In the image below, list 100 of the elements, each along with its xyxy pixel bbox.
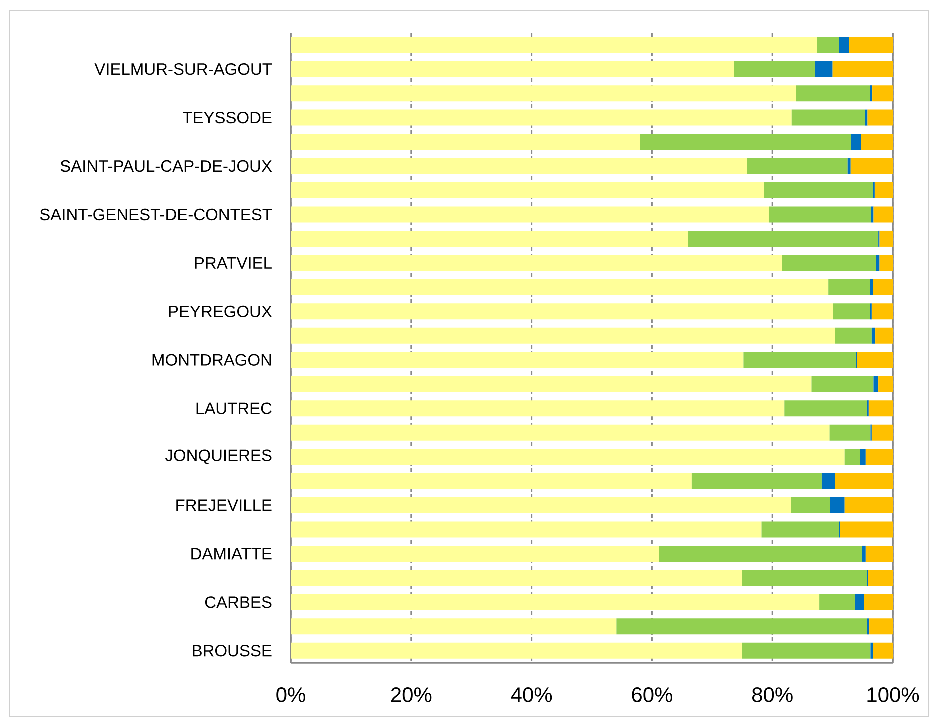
bar <box>762 522 840 538</box>
bar <box>835 328 872 344</box>
bar <box>866 449 894 466</box>
bar <box>291 618 617 635</box>
y-tick-label: JONQUIERES <box>165 450 272 464</box>
bar <box>291 473 692 490</box>
y-tick-label: DAMIATTE <box>192 548 272 560</box>
bar <box>830 498 845 514</box>
bar <box>844 449 860 466</box>
bar <box>855 594 864 610</box>
bar <box>862 546 866 562</box>
y-tick-label: VIELMUR-SUR-AGOUT <box>94 64 272 76</box>
bar <box>291 304 834 320</box>
bar <box>640 134 852 150</box>
bar <box>291 158 748 174</box>
bar <box>291 546 660 562</box>
bar <box>291 134 640 150</box>
bar <box>291 594 820 610</box>
bar <box>860 449 866 466</box>
y-tick-label: SAINT-PAUL-CAP-DE-JOUX <box>60 160 272 172</box>
y-tick-label: CARBES <box>205 596 272 608</box>
bar <box>291 328 836 344</box>
bar <box>692 473 822 490</box>
bar <box>867 618 870 635</box>
bar <box>734 61 816 78</box>
bar <box>872 86 894 102</box>
x-tick-label: 40% <box>511 688 552 702</box>
bar <box>820 594 856 610</box>
bar <box>874 376 879 392</box>
bar <box>291 230 688 247</box>
bar <box>782 255 876 272</box>
bar <box>688 230 879 247</box>
bar <box>659 546 862 562</box>
bar <box>291 206 769 223</box>
bar <box>866 546 894 562</box>
bar <box>873 279 894 296</box>
bar <box>828 279 870 296</box>
bar <box>849 37 894 54</box>
bar <box>792 110 866 126</box>
y-tick-label: PEYREGOUX <box>169 306 272 318</box>
bar <box>830 424 871 441</box>
bar <box>848 158 851 174</box>
bar <box>857 352 894 368</box>
bar <box>832 61 894 78</box>
bar <box>616 618 868 635</box>
bar <box>872 424 894 441</box>
bar <box>291 352 744 368</box>
bar <box>878 376 894 392</box>
bar <box>784 400 868 417</box>
y-tick-label: FREJEVILLE <box>176 500 272 512</box>
bar <box>835 473 894 490</box>
bar <box>291 498 792 514</box>
bar <box>876 328 894 344</box>
bar <box>844 498 894 514</box>
y-tick-label: TEYSSODE <box>183 112 272 124</box>
bar <box>815 61 833 78</box>
x-tick-label: 100% <box>868 688 920 702</box>
bar <box>812 376 874 392</box>
bar <box>744 352 856 368</box>
bar <box>876 255 880 272</box>
bar <box>291 400 785 417</box>
bar <box>817 37 840 54</box>
bar <box>291 182 764 199</box>
x-tick-label: 80% <box>752 688 793 702</box>
bar <box>291 86 796 102</box>
bar <box>880 230 894 247</box>
bar <box>291 61 734 78</box>
bar <box>742 642 871 659</box>
bar <box>851 134 862 150</box>
bar <box>840 522 894 538</box>
bar <box>822 473 836 490</box>
bar <box>870 86 873 102</box>
bar <box>291 449 845 466</box>
bar <box>833 304 870 320</box>
bar <box>291 424 830 441</box>
y-tick-label: PRATVIEL <box>195 258 272 269</box>
bar <box>870 618 894 635</box>
bar <box>850 158 894 174</box>
bar <box>873 642 894 659</box>
bar <box>291 110 792 126</box>
y-tick-label: SAINT-GENEST-DE-CONTEST <box>40 208 272 221</box>
bar <box>791 498 830 514</box>
bar <box>868 400 894 417</box>
bar <box>872 328 876 344</box>
bar <box>874 182 894 199</box>
bar <box>291 376 812 392</box>
bar <box>291 255 782 272</box>
bar <box>870 642 874 659</box>
y-tick-label: BROUSSE <box>193 645 272 657</box>
bar <box>291 37 818 54</box>
bar <box>768 206 872 223</box>
bar <box>742 570 868 586</box>
y-tick-label: MONTDRAGON <box>152 354 272 366</box>
bar <box>870 279 874 296</box>
bar <box>839 37 850 54</box>
x-tick-label: 0% <box>276 688 306 702</box>
bar <box>861 134 894 150</box>
bar <box>864 594 894 610</box>
bar <box>874 206 894 223</box>
bar <box>747 158 848 174</box>
